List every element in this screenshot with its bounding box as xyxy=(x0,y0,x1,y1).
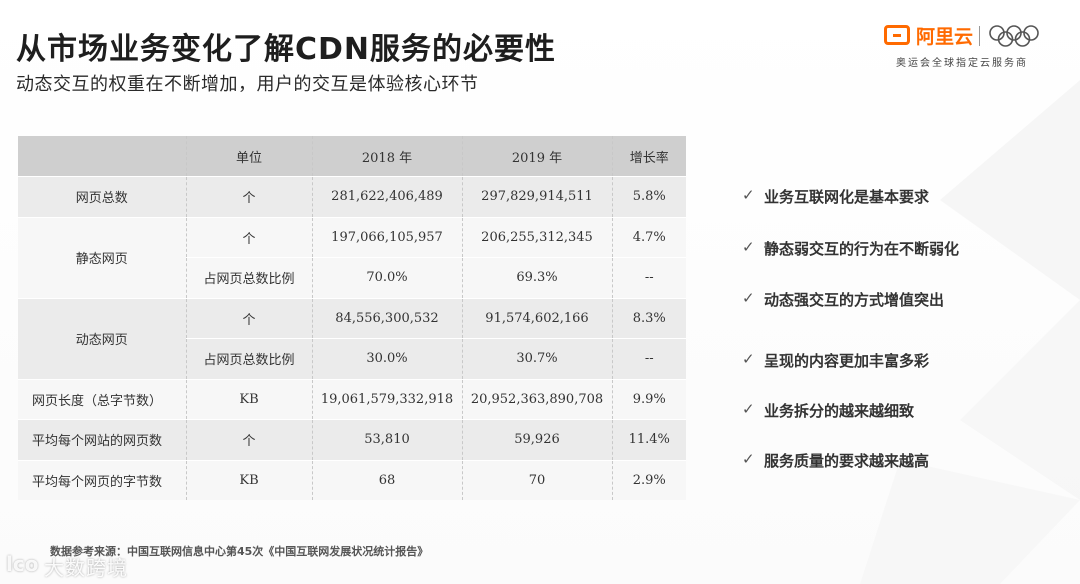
table-row: 静态网页 个 197,066,105,957 206,255,312,345 4… xyxy=(18,216,686,298)
cell-growth: 2.9% xyxy=(612,459,686,500)
check-icon: ✓ xyxy=(742,450,755,468)
statistics-table: 单位 2018 年 2019 年 增长率 网页总数 个 281,622,406,… xyxy=(18,136,686,500)
logo-brand: 阿里云 xyxy=(916,26,974,48)
cell-unit: 占网页总数比例 xyxy=(186,257,313,298)
logo-tagline: 奥运会全球指定云服务商 xyxy=(896,58,1028,69)
header-cell-growth: 增长率 xyxy=(612,136,686,177)
watermark-text: 大数跨境 xyxy=(44,556,128,580)
cell-2019: 59,926 xyxy=(462,419,613,460)
row-label: 静态网页 xyxy=(18,216,187,298)
cell-2018: 19,061,579,332,918 xyxy=(312,378,463,420)
key-point-text: 动态强交互的方式增值突出 xyxy=(764,291,945,309)
key-point-text: 服务质量的要求越来越高 xyxy=(764,452,930,470)
table-row: 网页长度（总字节数） KB 19,061,579,332,918 20,952,… xyxy=(18,378,686,420)
cell-growth: 5.8% xyxy=(612,176,686,217)
check-icon: ✓ xyxy=(742,186,755,204)
cell-2019: 20,952,363,890,708 xyxy=(462,378,613,420)
cell-unit: 个 xyxy=(186,216,313,258)
table-row: 网页总数 个 281,622,406,489 297,829,914,511 5… xyxy=(18,176,686,217)
check-icon: ✓ xyxy=(742,238,755,256)
cell-growth: 9.9% xyxy=(612,378,686,420)
row-label: 网页总数 xyxy=(18,176,187,217)
list-item: ✓ 静态弱交互的行为在不断弱化 xyxy=(742,236,1062,262)
list-item: ✓ 业务互联网化是基本要求 xyxy=(742,184,1062,210)
cell-unit: KB xyxy=(186,459,313,500)
check-icon: ✓ xyxy=(742,350,755,368)
header-cell-label xyxy=(18,136,187,177)
cell-2018: 197,066,105,957 xyxy=(312,216,463,258)
table-row: 占网页总数比例 30.0% 30.7% -- xyxy=(18,338,686,379)
cell-unit: KB xyxy=(186,378,313,420)
table-row: 平均每个网页的字节数 KB 68 70 2.9% xyxy=(18,459,686,500)
page-subtitle: 动态交互的权重在不断增加，用户的交互是体验核心环节 xyxy=(16,74,479,95)
cell-unit: 个 xyxy=(186,297,313,339)
cell-growth: -- xyxy=(612,257,686,298)
cell-2018: 281,622,406,489 xyxy=(312,176,463,217)
key-point-text: 呈现的内容更加丰富多彩 xyxy=(764,352,930,370)
cell-2018: 84,556,300,532 xyxy=(312,297,463,339)
cell-2019: 297,829,914,511 xyxy=(462,176,613,217)
cell-2019: 91,574,602,166 xyxy=(462,297,613,339)
list-item: ✓ 动态强交互的方式增值突出 xyxy=(742,287,1062,313)
watermark: lco 大数跨境 xyxy=(6,550,156,580)
list-item: ✓ 呈现的内容更加丰富多彩 xyxy=(742,348,1062,374)
cell-2018: 30.0% xyxy=(312,338,463,379)
header-cell-unit: 单位 xyxy=(186,136,313,177)
cell-growth: 4.7% xyxy=(612,216,686,258)
row-label: 平均每个网页的字节数 xyxy=(18,459,187,500)
row-label: 网页长度（总字节数） xyxy=(18,378,187,420)
key-point-text: 业务拆分的越来越细致 xyxy=(764,402,915,420)
cell-growth: 11.4% xyxy=(612,419,686,460)
header-cell-2019: 2019 年 xyxy=(462,136,613,177)
cell-2018: 68 xyxy=(312,459,463,500)
cell-unit: 个 xyxy=(186,176,313,217)
logo-divider xyxy=(979,26,980,46)
row-label: 动态网页 xyxy=(18,297,187,379)
aliyun-mark-icon xyxy=(884,25,910,45)
watermark-logo-icon: lco xyxy=(6,552,39,576)
olympic-rings-icon xyxy=(989,25,1039,47)
cell-growth: -- xyxy=(612,338,686,379)
cell-2019: 69.3% xyxy=(462,257,613,298)
cell-2019: 70 xyxy=(462,459,613,500)
row-label: 平均每个网站的网页数 xyxy=(18,419,187,460)
cell-2018: 70.0% xyxy=(312,257,463,298)
key-point-text: 业务互联网化是基本要求 xyxy=(764,188,930,206)
aliyun-logo: 阿里云 奥运会全球指定云服务商 xyxy=(884,22,1054,72)
list-item: ✓ 业务拆分的越来越细致 xyxy=(742,398,1062,424)
page-title: 从市场业务变化了解CDN服务的必要性 xyxy=(16,32,557,67)
key-point-text: 静态弱交互的行为在不断弱化 xyxy=(764,240,960,258)
cell-2019: 30.7% xyxy=(462,338,613,379)
check-icon: ✓ xyxy=(742,289,755,307)
table-row: 占网页总数比例 70.0% 69.3% -- xyxy=(18,257,686,298)
data-source-note: 数据参考来源：中国互联网信息中心第45次《中国互联网发展状况统计报告》 xyxy=(50,545,429,558)
cell-2019: 206,255,312,345 xyxy=(462,216,613,258)
table-header-row: 单位 2018 年 2019 年 增长率 xyxy=(18,136,686,177)
cell-growth: 8.3% xyxy=(612,297,686,339)
cell-unit: 个 xyxy=(186,419,313,460)
cell-2018: 53,810 xyxy=(312,419,463,460)
table-row: 动态网页 个 84,556,300,532 91,574,602,166 8.3… xyxy=(18,297,686,379)
cell-unit: 占网页总数比例 xyxy=(186,338,313,379)
list-item: ✓ 服务质量的要求越来越高 xyxy=(742,448,1062,474)
statistics-table-wrapper: 单位 2018 年 2019 年 增长率 网页总数 个 281,622,406,… xyxy=(18,136,686,500)
background-decoration xyxy=(860,80,1080,584)
table-row: 平均每个网站的网页数 个 53,810 59,926 11.4% xyxy=(18,419,686,460)
check-icon: ✓ xyxy=(742,400,755,418)
header-cell-2018: 2018 年 xyxy=(312,136,463,177)
